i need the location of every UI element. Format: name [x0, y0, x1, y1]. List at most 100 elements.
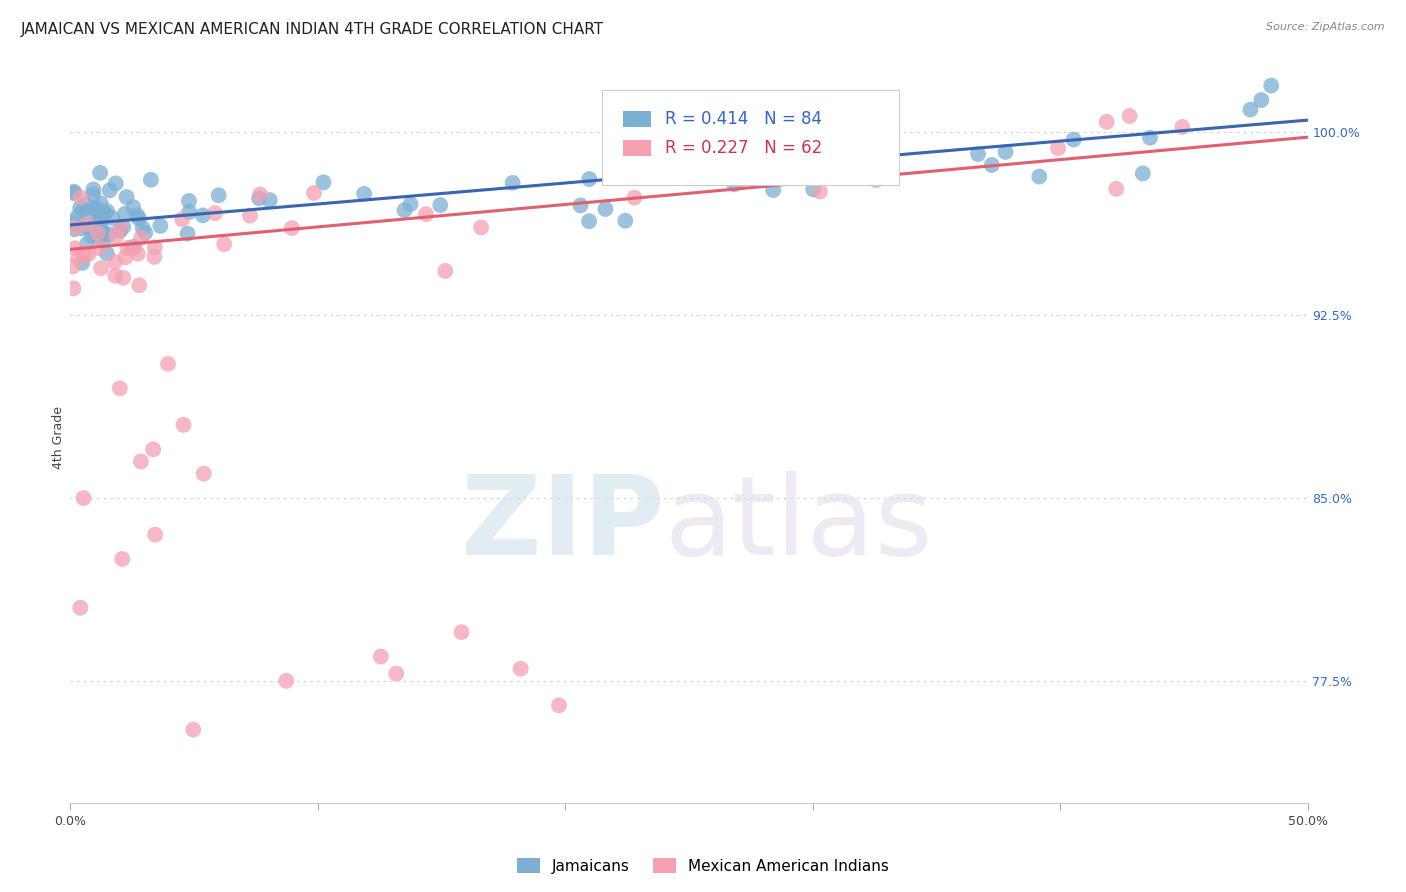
Point [259, 193, 281, 207]
Point [730, 173, 752, 187]
Point [70, 256, 93, 270]
Point [762, 183, 785, 197]
Point [70, 221, 93, 235]
Point [179, 205, 201, 219]
Point [104, 255, 127, 269]
Point [249, 187, 271, 202]
Point [399, 197, 422, 211]
Point [1105, 182, 1128, 196]
Point [129, 454, 152, 468]
Point [548, 698, 571, 713]
Point [967, 147, 990, 161]
Point [72, 491, 94, 505]
Point [89, 166, 111, 180]
Point [90, 223, 112, 237]
Point [110, 220, 132, 235]
Point [748, 171, 770, 186]
Point [82, 182, 104, 196]
Point [105, 229, 128, 244]
Point [1047, 141, 1070, 155]
Point [132, 221, 155, 235]
Text: R = 0.227   N = 62: R = 0.227 N = 62 [665, 139, 823, 157]
Point [115, 190, 138, 204]
Point [143, 527, 166, 541]
Point [866, 141, 889, 155]
Point [80, 229, 103, 244]
Point [93, 207, 115, 221]
Point [569, 198, 592, 212]
Point [142, 442, 165, 457]
Point [62, 215, 84, 229]
Point [134, 226, 156, 240]
Point [578, 172, 600, 186]
Point [112, 270, 135, 285]
Point [69, 190, 91, 204]
Point [470, 220, 492, 235]
Point [873, 161, 896, 175]
Point [98, 183, 121, 197]
Point [865, 173, 887, 187]
Point [723, 178, 745, 192]
Point [128, 278, 150, 293]
Point [1139, 130, 1161, 145]
Point [104, 268, 127, 283]
Point [63, 241, 86, 255]
Point [112, 219, 135, 234]
Point [121, 242, 143, 256]
Point [1260, 78, 1282, 93]
Point [578, 214, 600, 228]
Point [312, 175, 335, 189]
Point [208, 188, 231, 202]
Y-axis label: 4th Grade: 4th Grade [52, 406, 65, 468]
Point [370, 649, 392, 664]
Point [415, 207, 437, 221]
Bar [623, 111, 651, 127]
Point [104, 177, 127, 191]
Point [247, 191, 270, 205]
Point [1028, 169, 1050, 184]
Point [1132, 166, 1154, 180]
Point [1171, 120, 1194, 134]
Point [69, 201, 91, 215]
Point [101, 211, 124, 225]
Point [63, 185, 86, 199]
Point [82, 222, 104, 236]
Point [429, 198, 451, 212]
Point [353, 186, 375, 201]
Point [90, 261, 112, 276]
Point [302, 186, 325, 200]
Point [502, 176, 524, 190]
Point [1118, 109, 1140, 123]
Bar [623, 140, 651, 156]
Point [177, 194, 200, 208]
Point [172, 417, 194, 432]
Text: ZIP: ZIP [461, 471, 664, 578]
Point [86, 201, 108, 215]
Point [89, 241, 111, 255]
Point [66, 210, 89, 224]
Point [281, 221, 304, 235]
Point [62, 260, 84, 274]
Point [450, 625, 472, 640]
Point [156, 357, 179, 371]
Point [73, 248, 96, 262]
Point [87, 230, 110, 244]
FancyBboxPatch shape [602, 90, 900, 185]
Point [1063, 133, 1085, 147]
Point [149, 219, 172, 233]
Point [77, 247, 100, 261]
Point [122, 240, 145, 254]
Point [83, 201, 105, 215]
Point [191, 208, 214, 222]
Point [108, 381, 131, 395]
Point [127, 247, 149, 261]
Point [86, 203, 108, 218]
Point [1095, 115, 1118, 129]
Point [276, 673, 298, 688]
Point [75, 207, 97, 221]
Text: JAMAICAN VS MEXICAN AMERICAN INDIAN 4TH GRADE CORRELATION CHART: JAMAICAN VS MEXICAN AMERICAN INDIAN 4TH … [21, 22, 605, 37]
Point [509, 662, 531, 676]
Point [1250, 93, 1272, 107]
Point [86, 216, 108, 230]
Point [394, 203, 416, 218]
